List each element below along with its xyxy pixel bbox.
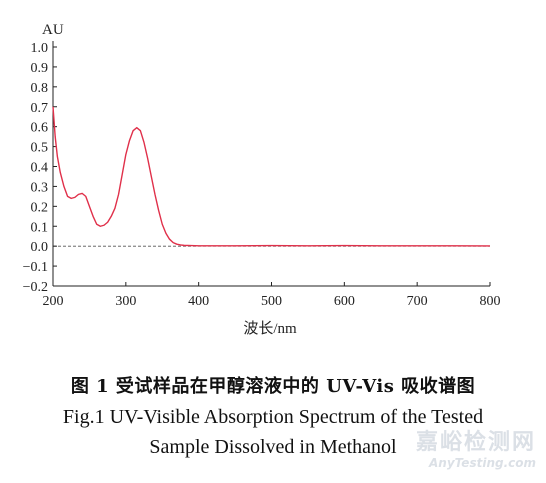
x-tick-label: 200 xyxy=(43,294,64,309)
y-tick-label: −0.2 xyxy=(23,280,48,295)
y-tick-label: 0.3 xyxy=(31,180,49,195)
x-tick-label: 500 xyxy=(261,294,282,309)
chart-series xyxy=(52,106,491,247)
y-tick-label: 0.2 xyxy=(31,200,49,215)
watermark-chinese: 嘉峪检测网 xyxy=(415,430,536,455)
y-tick-label: 0.8 xyxy=(31,81,49,96)
uv-vis-chart: 1.0 0.9 0.8 0.7 0.6 0.5 0.4 0.3 0.2 0.1 0.0 −0.1 −0.… xyxy=(23,22,501,337)
y-tick-label: 0.1 xyxy=(31,220,49,235)
watermark-english: AnyTesting.com xyxy=(429,456,536,470)
y-tick-label: 0.6 xyxy=(31,121,49,136)
x-tick-label: 800 xyxy=(480,294,501,309)
figure-caption-chinese: 图 1 受试样品在甲醇溶液中的 UV-Vis 吸收谱图 xyxy=(70,376,476,397)
x-tick-label: 700 xyxy=(407,294,428,309)
y-tick-label: −0.1 xyxy=(23,260,48,275)
x-tick-label: 400 xyxy=(188,294,209,309)
chart-axes xyxy=(52,41,490,287)
y-tick-label: 1.0 xyxy=(31,41,49,56)
y-tick-label: 0.7 xyxy=(31,101,49,116)
figure-caption-english-line-1: Fig.1 UV-Visible Absorption Spectrum of … xyxy=(62,406,484,428)
x-tick-label: 600 xyxy=(334,294,355,309)
spectrum-line xyxy=(52,106,491,247)
y-tick-label: 0.9 xyxy=(31,61,49,76)
x-tick-label: 300 xyxy=(115,294,136,309)
y-tick-label: 0.4 xyxy=(31,161,49,176)
y-axis-title: AU xyxy=(42,22,64,38)
x-axis-title: 波长/nm xyxy=(243,320,297,337)
figure-caption-english-line-2: Sample Dissolved in Methanol xyxy=(149,436,397,458)
chart-ticks: 1.0 0.9 0.8 0.7 0.6 0.5 0.4 0.3 0.2 0.1 0.0 −0.1 −0.… xyxy=(23,41,501,309)
y-tick-label: 0.5 xyxy=(31,141,49,156)
y-tick-label: 0.0 xyxy=(31,240,49,255)
watermark: 嘉峪检测网 AnyTesting.com xyxy=(416,424,536,470)
